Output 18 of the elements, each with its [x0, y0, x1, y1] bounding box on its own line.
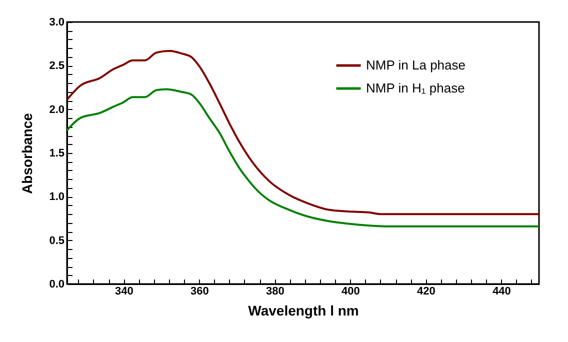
x-axis-title: Wavelength l nm — [248, 302, 359, 318]
y-tick-label: 3.0 — [49, 16, 64, 28]
legend-label: NMP in La phase — [366, 58, 466, 72]
y-tick-label: 1.5 — [49, 148, 64, 160]
y-tick-label: 2.5 — [49, 60, 64, 72]
y-tick-label: 2.0 — [49, 104, 64, 116]
x-tick-label: 340 — [114, 286, 134, 298]
line-series — [67, 50, 539, 216]
x-tick-label: 400 — [342, 286, 360, 298]
x-tick-label: 380 — [266, 286, 284, 298]
legend-label: NMP in H₁ phase — [366, 80, 465, 96]
y-tick-label: 0.0 — [49, 278, 64, 290]
x-tick-label: 360 — [190, 286, 209, 298]
y-tick-label: 1.0 — [49, 191, 64, 204]
y-axis-title: Absorbance — [19, 112, 36, 194]
y-tick-label: 0.5 — [49, 234, 64, 247]
x-tick-label: 420 — [417, 286, 436, 298]
x-tick-label: 440 — [492, 286, 511, 298]
